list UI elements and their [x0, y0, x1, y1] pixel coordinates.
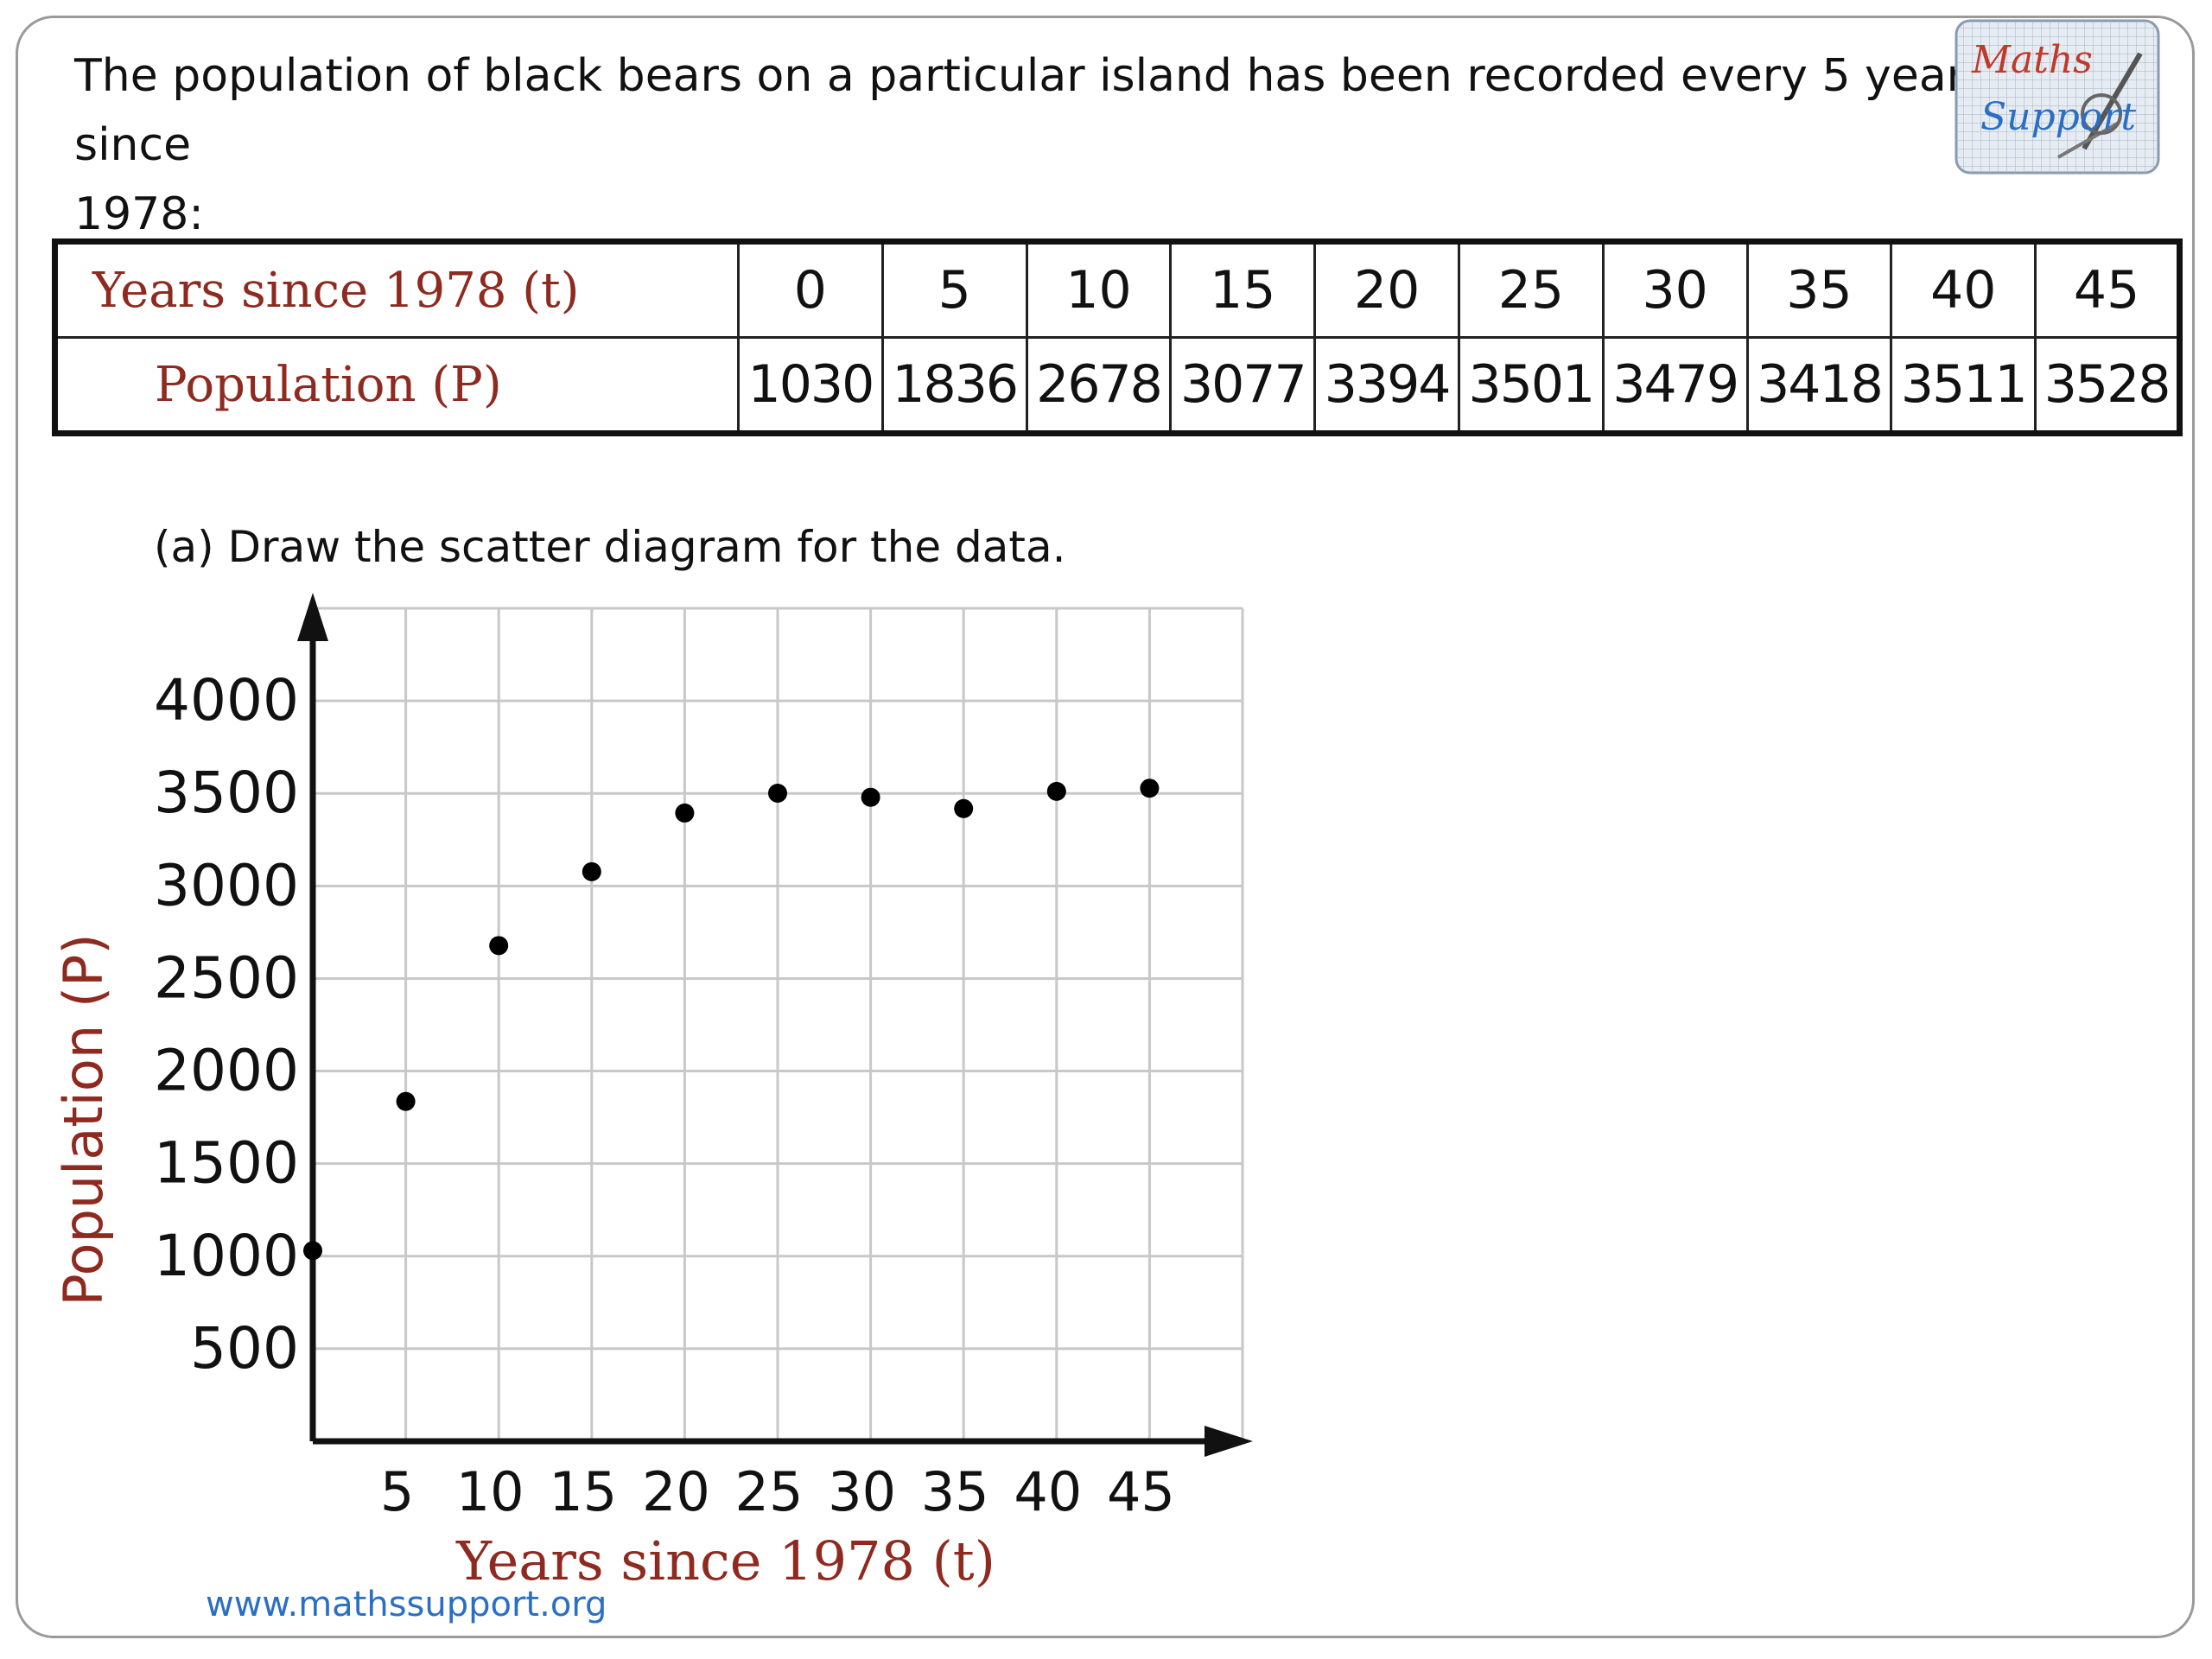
svg-text:Support: Support [1980, 95, 2136, 139]
y-tick-label: 500 [190, 1315, 299, 1382]
row-label-years: Years since 1978 (t) [54, 240, 740, 339]
y-axis-title: Population (P) [52, 933, 115, 1306]
table-cell: 3077 [1169, 336, 1317, 435]
y-axis-arrow [297, 593, 328, 641]
table-cell: 3501 [1457, 336, 1605, 435]
question-text: (a) Draw the scatter diagram for the dat… [154, 522, 1066, 572]
table-row-population: Population (P) 1030 1836 2678 3077 3394 … [54, 336, 2181, 435]
x-tick-label: 15 [549, 1460, 617, 1523]
x-tick-label: 10 [456, 1460, 524, 1523]
table-cell: 2678 [1025, 336, 1173, 435]
table-cell: 5 [880, 240, 1028, 339]
data-point [1046, 781, 1066, 801]
intro-text: The population of black bears on a parti… [74, 41, 2062, 249]
x-tick-label: 20 [642, 1460, 710, 1523]
x-tick-label: 30 [828, 1460, 896, 1523]
table-cell: 30 [1601, 240, 1749, 339]
maths-support-logo: Maths Support [1955, 19, 2160, 175]
data-point [861, 787, 880, 807]
x-tick-label: 40 [1014, 1460, 1082, 1523]
table-cell: 40 [1890, 240, 2037, 339]
data-point [1140, 779, 1160, 798]
x-tick-label: 5 [380, 1460, 414, 1523]
y-tick-label: 3000 [154, 852, 299, 918]
data-point [582, 861, 601, 881]
table-cell: 1836 [880, 336, 1028, 435]
y-tick-label: 3500 [154, 760, 299, 826]
y-tick-label: 1500 [154, 1130, 299, 1197]
y-tick-label: 1000 [154, 1223, 299, 1289]
x-tick-label: 35 [921, 1460, 989, 1523]
data-point [303, 1241, 322, 1261]
footer-link[interactable]: www.mathssupport.org [206, 1585, 607, 1624]
table-cell: 10 [1025, 240, 1173, 339]
table-cell: 3511 [1890, 336, 2037, 435]
y-tick-label: 2500 [154, 944, 299, 1011]
x-axis-arrow [1205, 1426, 1253, 1457]
y-tick-label: 2000 [154, 1038, 299, 1104]
table-cell: 3394 [1313, 336, 1460, 435]
table-cell: 3528 [2034, 336, 2181, 435]
data-point [489, 936, 509, 956]
data-point [396, 1091, 416, 1111]
intro-line-2: 1978: [74, 188, 204, 240]
table-cell: 0 [737, 240, 884, 339]
svg-text:Maths: Maths [1971, 38, 2093, 82]
data-point [675, 803, 695, 823]
table-cell: 1030 [737, 336, 884, 435]
table-cell: 3479 [1601, 336, 1749, 435]
x-tick-label: 45 [1107, 1460, 1175, 1523]
intro-line-1: The population of black bears on a parti… [74, 50, 1989, 171]
data-point [954, 798, 974, 818]
table-cell: 20 [1313, 240, 1460, 339]
x-axis-title: Years since 1978 (t) [455, 1529, 995, 1592]
data-table: Years since 1978 (t) 0 5 10 15 20 25 30 … [52, 238, 2183, 436]
y-tick-label: 4000 [154, 667, 299, 734]
x-tick-label: 25 [735, 1460, 804, 1523]
table-cell: 25 [1457, 240, 1605, 339]
table-cell: 15 [1169, 240, 1317, 339]
table-row-years: Years since 1978 (t) 0 5 10 15 20 25 30 … [54, 240, 2181, 339]
table-cell: 3418 [1745, 336, 1893, 435]
row-label-population: Population (P) [54, 336, 740, 435]
table-cell: 45 [2034, 240, 2181, 339]
data-point [768, 784, 787, 804]
table-cell: 35 [1745, 240, 1893, 339]
